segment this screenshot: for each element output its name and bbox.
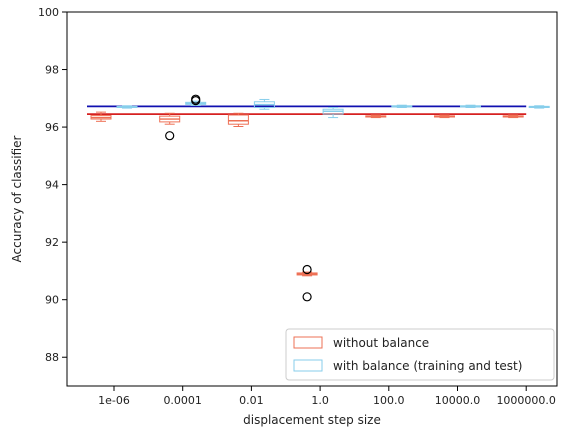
legend-swatch-without-balance — [293, 336, 323, 349]
y-axis-title: Accuracy of classifier — [10, 135, 24, 262]
box-outlier — [302, 292, 312, 302]
y-tick-label: 94 — [45, 179, 59, 192]
legend: without balance with balance (training a… — [285, 328, 555, 381]
x-tick-label: 10000.0 — [435, 394, 481, 407]
y-tick-label: 100 — [38, 6, 59, 19]
x-tick-label: 100.0 — [373, 394, 405, 407]
y-tick-label: 98 — [45, 64, 59, 77]
box-outlier — [302, 264, 312, 275]
x-tick-label: 1e-06 — [98, 394, 130, 407]
x-axis-title: displacement step size — [243, 413, 381, 427]
legend-frame — [285, 328, 555, 381]
y-tick-label: 96 — [45, 121, 59, 134]
legend-label-with-balance: with balance (training and test) — [333, 359, 522, 373]
y-tick-label: 92 — [45, 236, 59, 249]
x-tick-label: 1.0 — [311, 394, 329, 407]
x-tick-label: 0.01 — [239, 394, 264, 407]
x-tick-label: 1000000.0 — [496, 394, 556, 407]
y-tick-label: 90 — [45, 294, 59, 307]
box-outlier — [191, 96, 201, 106]
y-tick-label: 88 — [45, 351, 59, 364]
box-body — [227, 114, 249, 125]
legend-swatch-with-balance — [293, 359, 323, 372]
plot-area-frame — [66, 11, 558, 387]
box-outlier — [165, 131, 175, 141]
x-tick-label: 0.0001 — [163, 394, 202, 407]
legend-label-without-balance: without balance — [333, 336, 429, 350]
